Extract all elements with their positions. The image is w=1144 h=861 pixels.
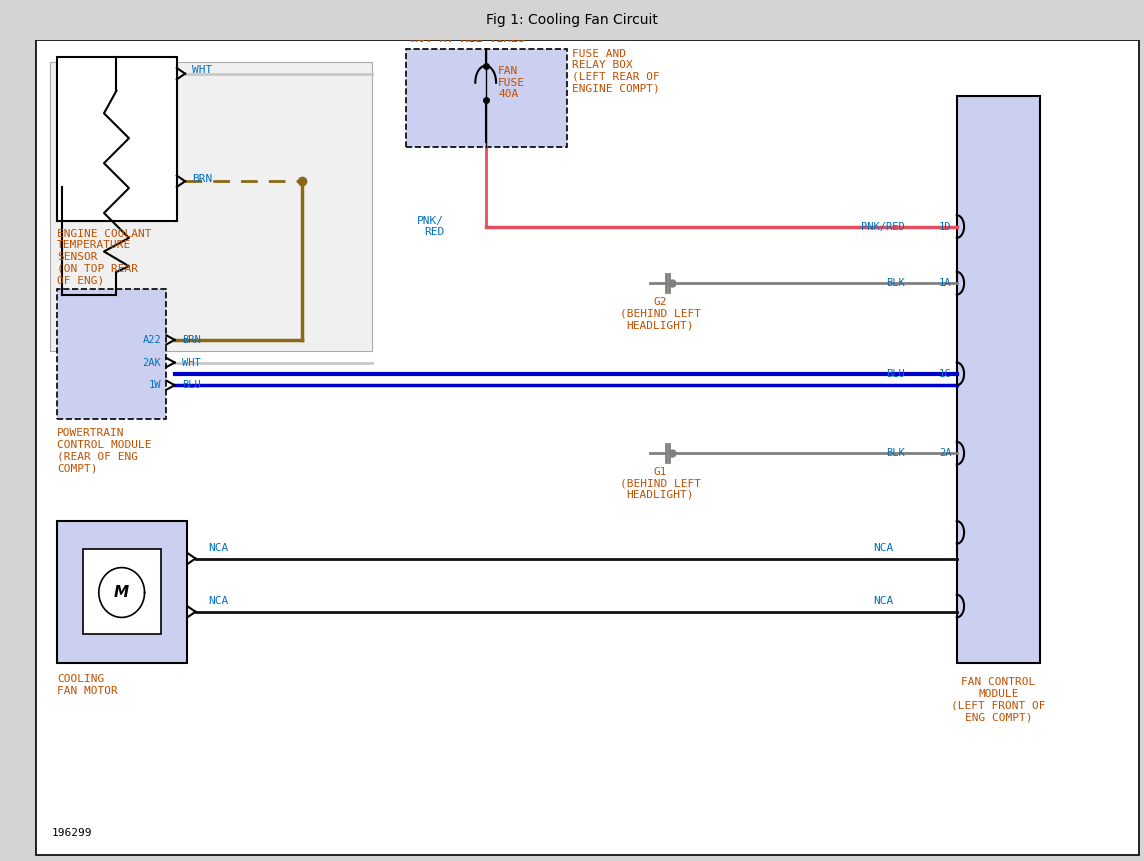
Text: BLU: BLU: [887, 369, 905, 379]
Text: A22: A22: [143, 335, 161, 345]
Text: BRN: BRN: [192, 174, 213, 184]
Text: FUSE AND
RELAY BOX
(LEFT REAR OF
ENGINE COMPT): FUSE AND RELAY BOX (LEFT REAR OF ENGINE …: [572, 49, 660, 94]
Text: 196299: 196299: [51, 828, 93, 839]
Bar: [84, 549, 161, 635]
Text: G2
(BEHIND LEFT
HEADLIGHT): G2 (BEHIND LEFT HEADLIGHT): [620, 297, 701, 330]
Text: COOLING
FAN MOTOR: COOLING FAN MOTOR: [57, 674, 118, 696]
Text: NCA: NCA: [874, 542, 893, 553]
Text: WHT: WHT: [192, 65, 213, 75]
Text: NCA: NCA: [208, 596, 229, 606]
Text: POWERTRAIN
CONTROL MODULE
(REAR OF ENG
COMPT): POWERTRAIN CONTROL MODULE (REAR OF ENG C…: [57, 428, 152, 473]
Text: FAN
FUSE
40A: FAN FUSE 40A: [498, 66, 525, 99]
Bar: [57, 521, 188, 663]
Text: PNK/RED: PNK/RED: [861, 221, 905, 232]
Text: NCA: NCA: [874, 596, 893, 606]
Text: BLK: BLK: [887, 449, 905, 458]
Bar: [50, 62, 372, 351]
Text: PNK/
RED: PNK/ RED: [418, 216, 444, 238]
Text: 1W: 1W: [149, 381, 161, 390]
Bar: [406, 49, 566, 147]
Text: 1C: 1C: [939, 369, 952, 379]
Text: FAN CONTROL
MODULE
(LEFT FRONT OF
ENG COMPT): FAN CONTROL MODULE (LEFT FRONT OF ENG CO…: [951, 678, 1046, 722]
Bar: [57, 57, 177, 221]
Text: 2AK: 2AK: [143, 357, 161, 368]
Bar: [0, 0, 1144, 40]
Text: BLK: BLK: [887, 278, 905, 288]
Bar: [57, 289, 166, 419]
Text: WHT: WHT: [182, 357, 200, 368]
Polygon shape: [98, 567, 144, 617]
Text: G1
(BEHIND LEFT
HEADLIGHT): G1 (BEHIND LEFT HEADLIGHT): [620, 467, 701, 500]
Text: BRN: BRN: [182, 335, 200, 345]
Bar: [956, 96, 1040, 663]
Text: 2A: 2A: [939, 449, 952, 458]
Text: NCA: NCA: [208, 542, 229, 553]
Text: HOT AT ALL TIMES: HOT AT ALL TIMES: [411, 33, 525, 46]
Text: 1A: 1A: [939, 278, 952, 288]
Text: M: M: [114, 585, 129, 600]
Text: BLU: BLU: [182, 381, 200, 390]
Text: 1D: 1D: [939, 221, 952, 232]
Text: Fig 1: Cooling Fan Circuit: Fig 1: Cooling Fan Circuit: [486, 14, 658, 28]
Text: ENGINE COOLANT
TEMPERATURE
SENSOR
(ON TOP REAR
OF ENG): ENGINE COOLANT TEMPERATURE SENSOR (ON TO…: [57, 229, 152, 285]
